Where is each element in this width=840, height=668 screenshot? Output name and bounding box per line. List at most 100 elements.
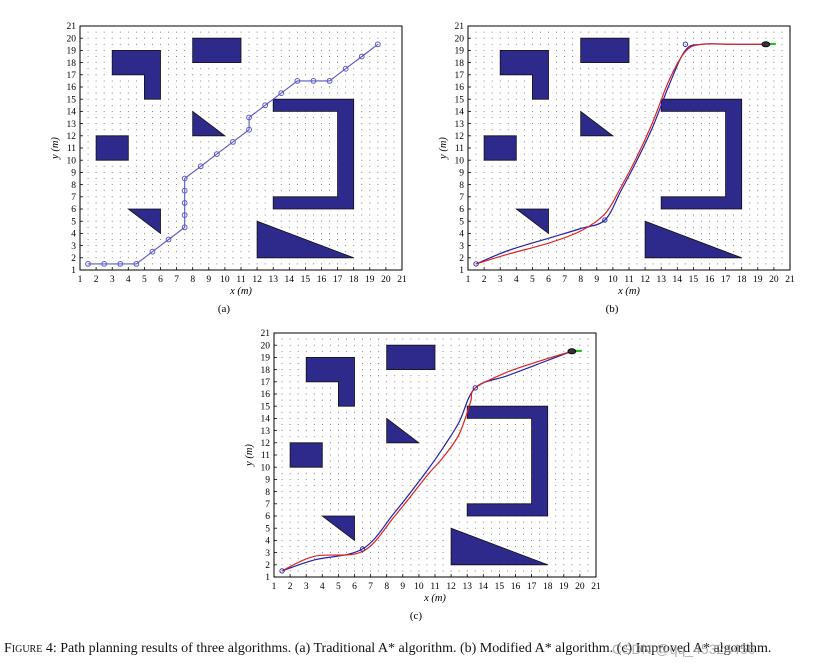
grid-dot [612,172,614,173]
grid-dot [580,245,582,246]
y-tick-label: 14 [455,108,465,118]
grid-dot [402,552,404,553]
grid-dot [329,570,331,572]
grid-dot [338,503,339,505]
grid-dot [426,454,428,456]
x-tick-label: 3 [110,275,115,285]
grid-dot [103,226,105,228]
grid-dot [564,251,565,253]
grid-dot [296,178,298,179]
grid-dot [385,111,387,112]
grid-dot [362,491,363,492]
grid-dot [313,31,314,33]
grid-dot [434,338,436,340]
grid-dot [281,436,283,438]
grid-dot [426,430,428,431]
grid-dot [377,172,379,173]
grid-dot [321,527,323,529]
grid-dot [346,344,347,346]
grid-dot [240,80,242,82]
grid-dot [684,74,686,76]
grid-dot [377,62,379,63]
grid-dot [248,196,250,198]
grid-dot [418,338,420,340]
grid-dot [644,196,646,198]
grid-dot [773,257,775,259]
grid-dot [410,460,412,462]
grid-dot [604,190,606,192]
grid-dot [216,68,218,70]
grid-dot [426,497,428,499]
grid-dot [540,104,541,106]
grid-dot [369,135,371,137]
grid-dot [684,92,686,94]
grid-dot [652,117,654,118]
grid-dot [103,37,105,39]
grid-dot [361,111,363,112]
path-node-marker [213,151,220,158]
grid-dot [281,369,283,370]
grid-dot [572,178,574,179]
grid-dot [556,56,557,57]
grid-dot [773,80,775,82]
grid-dot [507,104,509,106]
grid-dot [773,68,775,70]
grid-dot [458,491,460,492]
grid-dot [289,552,291,553]
grid-dot [297,546,299,547]
grid-dot [361,50,363,51]
grid-dot [628,153,630,155]
grid-dot [305,546,307,547]
grid-dot [329,233,330,234]
grid-dot [313,226,314,228]
grid-dot [289,399,291,401]
grid-dot [523,430,524,431]
grid-dot [491,129,493,131]
grid-dot [377,74,379,76]
grid-dot [176,135,177,137]
grid-dot [652,141,654,143]
grid-dot [313,509,315,511]
grid-dot [556,86,557,88]
grid-dot [119,43,121,45]
grid-dot [418,479,420,480]
grid-dot [362,436,363,438]
grid-dot [362,381,363,383]
grid-dot [135,43,137,45]
grid-dot [280,50,282,51]
grid-dot [733,80,735,82]
grid-dot [458,350,460,352]
grid-dot [490,497,492,499]
grid-dot [475,98,477,100]
grid-dot [532,37,533,39]
grid-dot [458,515,460,517]
grid-dot [499,540,500,541]
grid-dot [337,245,338,246]
grid-dot [466,387,468,389]
grid-dot [733,226,735,228]
grid-dot [321,50,322,51]
grid-dot [636,80,638,82]
grid-dot [200,251,202,253]
grid-dot [127,172,129,173]
grid-dot [377,214,379,216]
grid-dot [297,369,299,370]
grid-dot [321,436,323,438]
grid-dot [313,472,315,474]
grid-dot [693,172,694,173]
grid-dot [644,208,646,210]
grid-dot [346,491,347,492]
grid-dot [192,263,194,265]
grid-dot [442,460,444,462]
grid-dot [329,546,331,547]
grid-dot [507,491,508,492]
grid-dot [749,233,751,234]
grid-dot [507,363,508,364]
path-node-marker [181,224,188,231]
grid-dot [580,214,582,216]
y-tick-label: 15 [67,95,77,105]
grid-dot [184,80,186,82]
grid-dot [572,239,574,240]
grid-dot [393,184,395,185]
grid-dot [475,111,477,112]
